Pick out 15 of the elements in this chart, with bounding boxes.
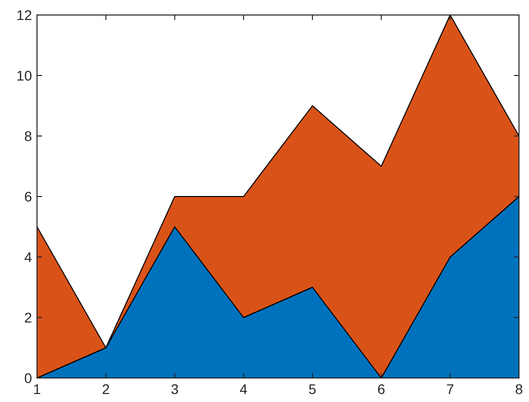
x-tick-label: 6 [377,381,386,397]
y-tick-label: 12 [16,7,32,23]
y-tick-label: 6 [24,188,32,204]
y-tick-label: 4 [24,249,32,265]
x-tick-label: 3 [170,381,179,397]
x-tick-label: 4 [240,381,248,397]
y-tick-label: 8 [24,128,32,144]
x-tick-label: 1 [33,381,42,397]
y-tick-label: 10 [16,68,32,84]
y-tick-label: 2 [24,310,32,326]
x-tick-label: 5 [308,381,317,397]
x-tick-label: 7 [446,381,454,397]
x-tick-label: 2 [102,381,110,397]
x-tick-label: 8 [515,381,524,397]
y-tick-label: 0 [24,370,32,386]
